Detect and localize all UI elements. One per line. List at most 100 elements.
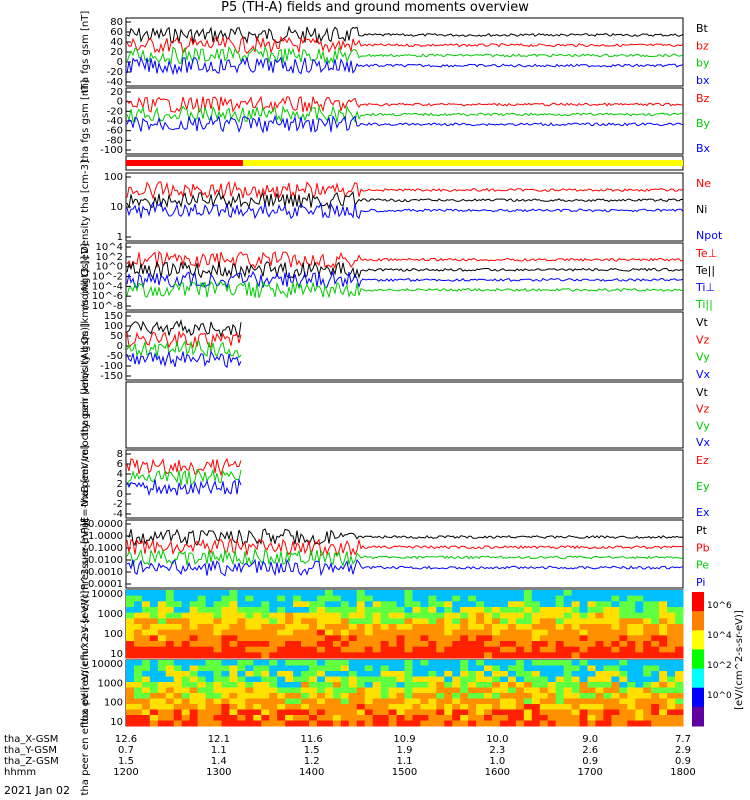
- spectrogram-cell: [316, 590, 326, 597]
- spectrogram-cell: [237, 687, 246, 694]
- spectrogram-cell: [364, 693, 374, 699]
- spectrogram-cell: [348, 676, 358, 683]
- spectrogram-cell: [388, 618, 398, 625]
- spectrogram-cell: [651, 693, 660, 699]
- spectrogram-cell: [539, 720, 549, 727]
- spectrogram-cell: [293, 624, 302, 631]
- spectrogram-cell: [452, 676, 461, 683]
- spectrogram-cell: [444, 624, 453, 631]
- spectrogram-cell: [388, 698, 398, 705]
- spectrogram-cell: [651, 629, 660, 636]
- spectrogram-cell: [507, 635, 517, 642]
- spectrogram-cell: [332, 595, 342, 602]
- spectrogram-cell: [555, 624, 565, 631]
- spectrogram-cell: [380, 676, 390, 683]
- y-tick-label: 100: [104, 321, 123, 332]
- spectrogram-cell: [316, 607, 326, 614]
- spectrogram-cell: [237, 698, 246, 705]
- spectrogram-cell: [611, 693, 620, 699]
- spectrogram-cell: [595, 698, 604, 705]
- spectrogram-cell: [165, 671, 175, 677]
- spectrogram-cell: [293, 601, 302, 608]
- spectrogram-cell: [141, 652, 151, 659]
- spectrogram-cell: [675, 720, 684, 727]
- spectrogram-cell: [285, 590, 294, 597]
- spectrogram-cell: [444, 635, 453, 642]
- spectrogram-cell: [261, 715, 270, 721]
- spectrogram-cell: [571, 607, 581, 614]
- spectrogram-cell: [293, 709, 302, 716]
- spectrogram-cell: [627, 687, 636, 694]
- spectrogram-cell: [316, 704, 326, 710]
- time-axis-tick-label: 0.7: [118, 745, 134, 756]
- spectrogram-cell: [396, 595, 405, 602]
- spectrogram-cell: [332, 618, 342, 625]
- series-line: [126, 339, 242, 359]
- spectrogram-cell: [181, 687, 191, 694]
- spectrogram-cell: [213, 612, 222, 619]
- spectrogram-cell: [205, 715, 215, 721]
- spectrogram-cell: [452, 612, 461, 619]
- spectrogram-cell: [523, 676, 533, 683]
- spectrogram-cell: [396, 693, 405, 699]
- spectrogram-cell: [531, 693, 541, 699]
- spectrogram-cell: [659, 607, 668, 614]
- spectrogram-cell: [659, 629, 668, 636]
- spectrogram-cell: [667, 682, 676, 688]
- spectrogram-cell: [499, 698, 509, 705]
- spectrogram-cell: [316, 671, 326, 677]
- spectrogram-cell: [484, 618, 493, 625]
- spectrogram-cell: [396, 676, 405, 683]
- spectrogram-cell: [444, 641, 453, 648]
- spectrogram-cell: [348, 646, 358, 653]
- spectrogram-cell: [635, 652, 644, 659]
- spectrogram-cell: [149, 618, 159, 625]
- legend-entry: Ni: [696, 203, 707, 216]
- legend-entry: Ez: [696, 454, 709, 467]
- spectrogram-cell: [356, 646, 366, 653]
- spectrogram-cell: [675, 629, 684, 636]
- spectrogram-cell: [436, 709, 445, 716]
- spectrogram-cell: [579, 652, 589, 659]
- spectrogram-cell: [388, 660, 398, 666]
- spectrogram-cell: [380, 660, 390, 666]
- spectrogram-cell: [492, 660, 501, 666]
- spectrogram-cell: [404, 698, 413, 705]
- colorbar-segment: [692, 611, 704, 631]
- spectrogram-cell: [492, 709, 501, 716]
- spectrogram-cell: [420, 601, 429, 608]
- spectrogram-cell: [309, 601, 318, 608]
- spectrogram-cell: [667, 671, 676, 677]
- spectrogram-cell: [571, 618, 581, 625]
- spectrogram-cell: [348, 698, 358, 705]
- spectrogram-cell: [245, 652, 254, 659]
- spectrogram-cell: [587, 704, 596, 710]
- spectrogram-cell: [165, 682, 175, 688]
- spectrogram-cell: [221, 693, 230, 699]
- spectrogram-cell: [173, 693, 183, 699]
- spectrogram-cell: [627, 629, 636, 636]
- spectrogram-cell: [205, 624, 215, 631]
- spectrogram-cell: [611, 665, 620, 672]
- spectrogram-cell: [157, 676, 167, 683]
- spectrogram-cell: [229, 660, 238, 666]
- spectrogram-cell: [221, 607, 230, 614]
- spectrogram-cell: [181, 665, 191, 672]
- spectrogram-cell: [340, 715, 350, 721]
- spectrogram-cell: [523, 720, 533, 727]
- spectrogram-cell: [332, 682, 342, 688]
- spectrogram-cell: [213, 682, 222, 688]
- spectrogram-cell: [126, 709, 135, 716]
- spectrogram-cell: [165, 693, 175, 699]
- spectrogram-cell: [237, 676, 246, 683]
- spectrogram-cell: [253, 715, 262, 721]
- spectrogram-cell: [340, 652, 350, 659]
- spectrogram-cell: [189, 607, 199, 614]
- spectrogram-cell: [404, 629, 413, 636]
- spectrogram-cell: [452, 624, 461, 631]
- spectrogram-cell: [587, 624, 596, 631]
- spectrogram-cell: [523, 687, 533, 694]
- spectrogram-cell: [157, 624, 167, 631]
- spectrogram-cell: [484, 612, 493, 619]
